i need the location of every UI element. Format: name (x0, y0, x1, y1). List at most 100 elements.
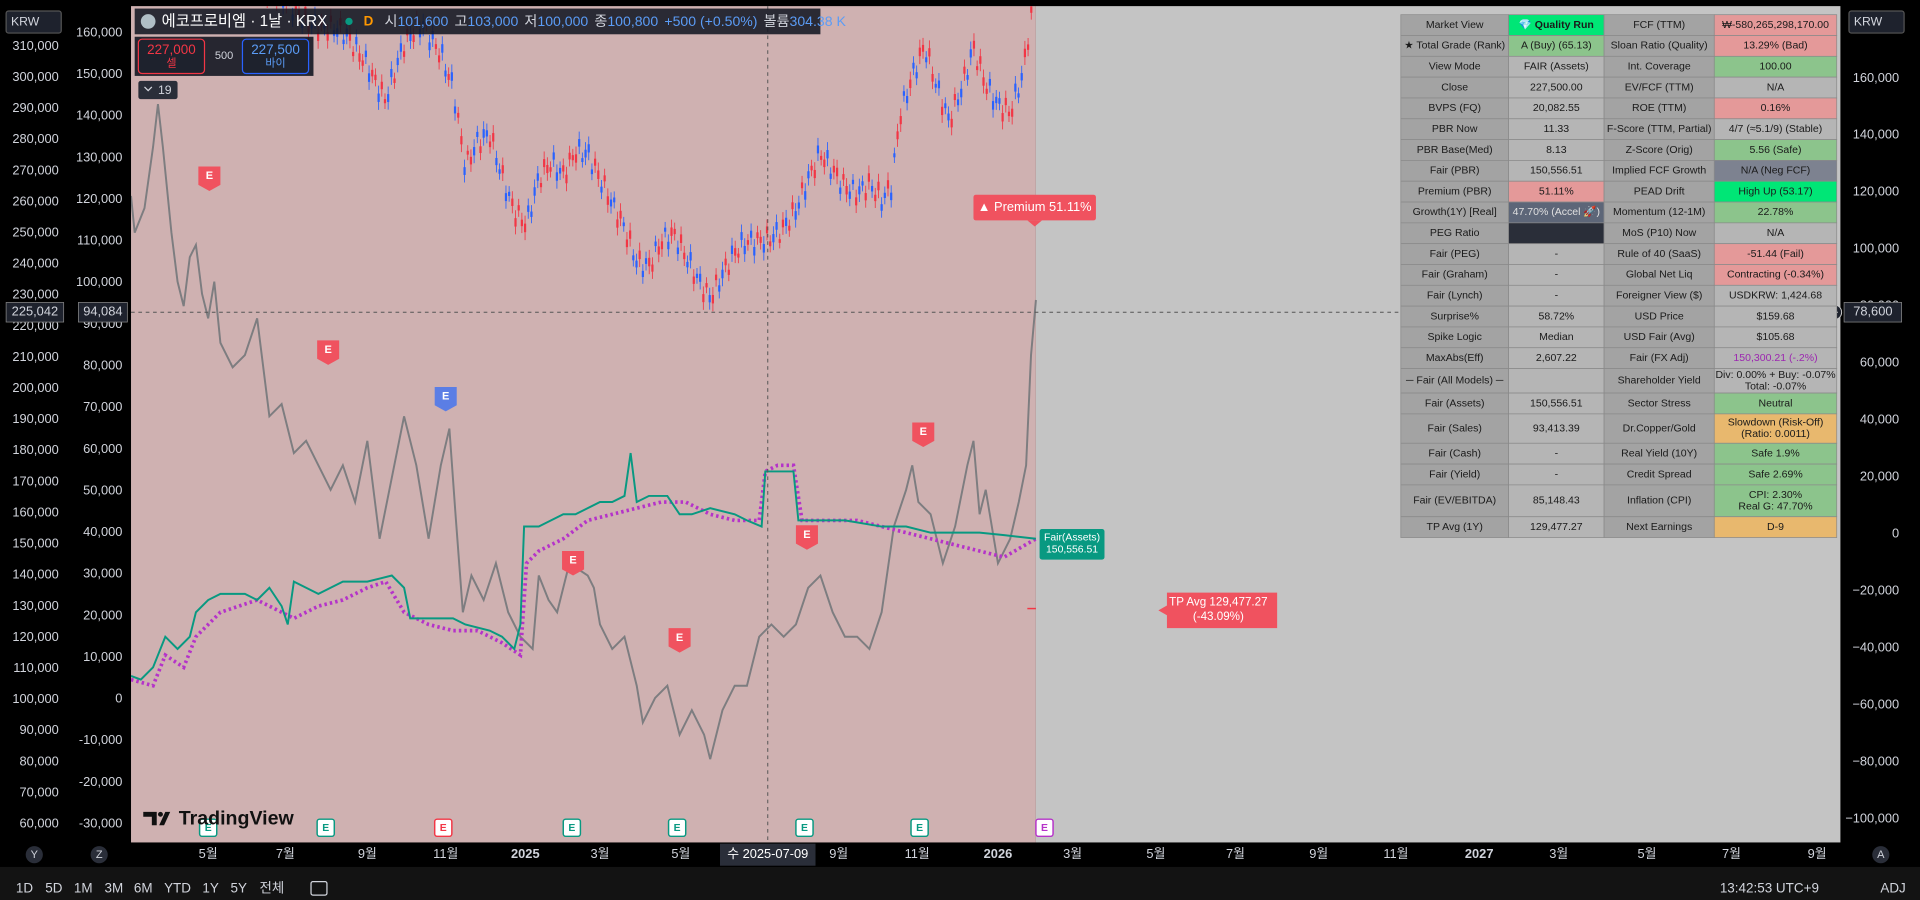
table-value: Div: 0.00% + Buy: -0.07% (1715, 369, 1835, 381)
candle-body (444, 70, 447, 77)
indicators-toggle[interactable] (138, 80, 178, 100)
candle-body (679, 234, 683, 243)
candle-body (893, 153, 896, 158)
table-value: 11.33 (1544, 123, 1570, 135)
left-inner-tick-label: 130,000 (76, 149, 122, 164)
logo-icon (143, 811, 171, 826)
legend-bar (134, 8, 821, 35)
time-tick-label: 7월 (276, 846, 295, 861)
sell-button[interactable] (137, 38, 206, 75)
candle-body (686, 261, 689, 268)
table-value: 93,413.39 (1533, 422, 1580, 434)
candle-body (976, 66, 979, 71)
earnings-icon-label: E (440, 823, 447, 834)
candle-body (823, 159, 826, 168)
time-tick-label: 7월 (1722, 846, 1741, 861)
left-outer-tick-label: 110,000 (13, 660, 58, 675)
table-label: PEAD Drift (1634, 185, 1685, 197)
candle-body (880, 204, 883, 211)
candle-body (367, 73, 371, 82)
ohlc-value: 100,000 (537, 13, 588, 29)
range-button[interactable]: 1D (16, 881, 33, 896)
buy-button[interactable] (241, 38, 310, 75)
candle-body (794, 211, 797, 220)
range-button[interactable]: 6M (134, 881, 153, 896)
toolbar (0, 866, 1920, 900)
candle-body (348, 32, 352, 41)
ohlc-value: 103,000 (467, 13, 518, 29)
date-range-icon[interactable] (310, 881, 328, 896)
candle-body (552, 152, 555, 160)
candle-body (530, 211, 533, 217)
right-tick-label: −20,000 (1852, 583, 1899, 598)
table-label: F-Score (TTM, Partial) (1607, 123, 1712, 135)
candle-body (979, 56, 982, 64)
crosshair-right-box (1843, 302, 1902, 323)
candle-body (778, 239, 781, 243)
candle-body (909, 79, 912, 89)
tp-label-percent: (-43.09%) (1193, 610, 1244, 623)
table-value: $159.68 (1757, 310, 1795, 322)
candle-body (641, 270, 644, 278)
scale-button[interactable] (25, 846, 43, 864)
table-label: Inflation (CPI) (1627, 495, 1691, 507)
candle-body (412, 35, 415, 43)
time-tick-label: 2027 (1465, 846, 1494, 861)
left-outer-tick-label: 60,000 (19, 815, 58, 830)
table-value: 2,607.22 (1536, 352, 1577, 364)
range-button[interactable]: YTD (164, 881, 191, 896)
table-cell (1603, 413, 1715, 444)
time-tick-label: 3월 (591, 846, 610, 861)
candle-body (1030, 6, 1033, 13)
candle-body (813, 169, 816, 179)
adj-button[interactable]: ADJ (1880, 881, 1905, 896)
candle-body (699, 273, 702, 282)
candle-body (380, 81, 383, 90)
candle-body (393, 78, 396, 83)
right-tick-label: −40,000 (1852, 640, 1899, 655)
currency-box-right[interactable] (1848, 10, 1905, 34)
table-label: Market View (1426, 19, 1484, 31)
scale-button[interactable] (90, 846, 108, 864)
candle-body (683, 252, 686, 260)
range-button[interactable]: 5Y (231, 881, 247, 896)
ohlc-value: 100,800 (607, 13, 658, 29)
table-value: 129,477.27 (1530, 521, 1583, 533)
sell-price: 227,000 (147, 42, 196, 57)
candle-body (746, 240, 750, 245)
candle-body (473, 147, 476, 156)
table-value: -51.44 (Fail) (1747, 248, 1804, 260)
candle-body (584, 149, 587, 158)
ohlc-legend: 시101,600 고103,000 저100,000 종100,800 +500 (+0… (384, 13, 846, 29)
currency-box[interactable] (5, 10, 62, 34)
candle-body (804, 191, 807, 200)
candle-body (918, 47, 921, 57)
candle-body (791, 202, 794, 210)
table-value: - (1555, 269, 1559, 281)
left-inner-tick-label: 150,000 (76, 66, 122, 81)
candle-body (511, 198, 514, 207)
auto-scale-button[interactable] (1872, 846, 1890, 864)
candle-body (721, 269, 724, 279)
range-button[interactable]: 5D (45, 881, 62, 896)
candle-body (533, 187, 536, 196)
earnings-icon (795, 818, 814, 838)
candle-body (960, 88, 963, 98)
crosshair-inner-label: 94,084 (83, 304, 122, 319)
range-button[interactable]: 1Y (202, 881, 218, 896)
overlay: E E E E E E E E E E E E E E E ▲ Premium 51.11% Fair(Asse… (5, 6, 1906, 896)
candle-body (1020, 73, 1023, 81)
table-value: Safe 2.69% (1748, 468, 1802, 480)
candle-body (390, 69, 393, 78)
table-label: ─ Fair (All Models) ─ (1405, 375, 1504, 387)
time-tick-label: 9월 (358, 846, 377, 861)
candle-body (858, 186, 861, 195)
candle-body (635, 260, 638, 268)
range-button[interactable]: 전체 (259, 881, 284, 896)
range-button[interactable]: 1M (74, 881, 93, 896)
table-value: Slowdown (Risk-Off) (1728, 417, 1824, 429)
currency-left: KRW (11, 14, 40, 28)
left-inner-tick-label: 50,000 (83, 482, 122, 497)
range-button[interactable]: 3M (105, 881, 124, 896)
candle-body (797, 202, 800, 209)
